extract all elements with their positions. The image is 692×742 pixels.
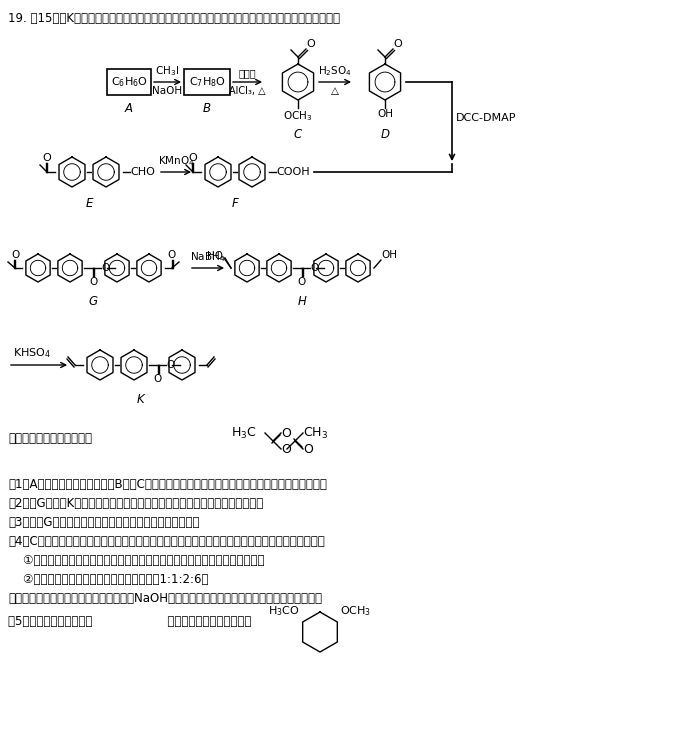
Text: E: E bbox=[85, 197, 93, 210]
Text: O: O bbox=[281, 442, 291, 456]
Text: O: O bbox=[11, 250, 19, 260]
Text: $\mathrm{C_7H_8O}$: $\mathrm{C_7H_8O}$ bbox=[188, 75, 226, 89]
Text: （2）由G转化为K的过程中，涉及的反应类型依次是＿＿＿＿＿、＿＿＿＿＿。: （2）由G转化为K的过程中，涉及的反应类型依次是＿＿＿＿＿、＿＿＿＿＿。 bbox=[8, 497, 263, 510]
Text: O: O bbox=[154, 374, 162, 384]
Text: 已知：乙酸酐的结构简式为: 已知：乙酸酐的结构简式为 bbox=[8, 432, 92, 445]
Text: $\mathrm{NaBH_4}$: $\mathrm{NaBH_4}$ bbox=[190, 250, 226, 264]
Text: D: D bbox=[381, 128, 390, 141]
Text: O: O bbox=[393, 39, 402, 49]
Text: C: C bbox=[294, 128, 302, 141]
Text: O: O bbox=[166, 360, 174, 370]
Text: $\mathrm{C_6H_6O}$: $\mathrm{C_6H_6O}$ bbox=[111, 75, 147, 89]
Text: O: O bbox=[189, 153, 197, 163]
Text: $\mathrm{H_3C}$: $\mathrm{H_3C}$ bbox=[231, 425, 257, 441]
Text: HO: HO bbox=[207, 251, 223, 261]
Text: ①能发生水解反应、银镜反应，水解产物之一能与氯化铁溶液发生显色反应。: ①能发生水解反应、银镜反应，水解产物之一能与氯化铁溶液发生显色反应。 bbox=[8, 554, 264, 567]
Text: B: B bbox=[203, 102, 211, 115]
Text: ②核磁共振氢谱有四组峰，峰的面积之比为1:1:2:6。: ②核磁共振氢谱有四组峰，峰的面积之比为1:1:2:6。 bbox=[8, 573, 208, 586]
Text: $\mathrm{OCH_3}$: $\mathrm{OCH_3}$ bbox=[340, 604, 372, 618]
Text: （3）物质G所含官能团的名称为＿＿＿＿＿、＿＿＿＿＿。: （3）物质G所含官能团的名称为＿＿＿＿＿、＿＿＿＿＿。 bbox=[8, 516, 199, 529]
Text: （5）设计以间二氯苯合成                    的路线（其他试剂任选）。: （5）设计以间二氯苯合成 的路线（其他试剂任选）。 bbox=[8, 615, 251, 628]
Bar bbox=[184, 69, 230, 95]
Text: $\mathrm{OCH_3}$: $\mathrm{OCH_3}$ bbox=[283, 109, 313, 122]
Text: A: A bbox=[125, 102, 133, 115]
Text: （1）A的名称为＿＿＿＿＿；由B生成C时会产生一种副产物，该副产物的结构简式为＿＿＿＿＿。: （1）A的名称为＿＿＿＿＿；由B生成C时会产生一种副产物，该副产物的结构简式为＿… bbox=[8, 478, 327, 491]
Text: $\mathrm{CH_3I}$: $\mathrm{CH_3I}$ bbox=[156, 65, 179, 78]
Text: OH: OH bbox=[381, 250, 397, 260]
Text: O: O bbox=[306, 39, 315, 49]
Text: $\mathrm{CH_3}$: $\mathrm{CH_3}$ bbox=[303, 425, 328, 441]
Text: O: O bbox=[43, 153, 51, 163]
Text: OH: OH bbox=[377, 109, 393, 119]
Text: 乙酸酐: 乙酸酐 bbox=[239, 68, 256, 78]
Bar bbox=[107, 69, 151, 95]
Text: DCC-DMAP: DCC-DMAP bbox=[456, 113, 516, 123]
Text: $\mathrm{KMnO_4}$: $\mathrm{KMnO_4}$ bbox=[158, 154, 194, 168]
Text: NaOH: NaOH bbox=[152, 86, 183, 96]
Text: 任选其中一种同分异构体，写出该物质在NaOH溶液中加热时发生反应的化学方程式＿＿＿＿＿。: 任选其中一种同分异构体，写出该物质在NaOH溶液中加热时发生反应的化学方程式＿＿… bbox=[8, 592, 322, 605]
Text: （4）C的芳香族同分异构体有多种，同时满足如下两个条件的结构简式为＿＿＿＿＿、＿＿＿＿＿。: （4）C的芳香族同分异构体有多种，同时满足如下两个条件的结构简式为＿＿＿＿＿、＿… bbox=[8, 535, 325, 548]
Text: O: O bbox=[298, 277, 306, 287]
Text: H: H bbox=[298, 295, 307, 308]
Text: 19. （15分）K是一种新型双官能团有机物，可用作液晶材料，其合成路线如图所示。回答下列问题：: 19. （15分）K是一种新型双官能团有机物，可用作液晶材料，其合成路线如图所示… bbox=[8, 12, 340, 25]
Text: CHO: CHO bbox=[130, 167, 155, 177]
Text: K: K bbox=[137, 393, 145, 406]
Text: $\mathrm{H_3CO}$: $\mathrm{H_3CO}$ bbox=[268, 604, 300, 618]
Text: $\mathrm{H_2SO_4}$: $\mathrm{H_2SO_4}$ bbox=[318, 65, 352, 78]
Text: O: O bbox=[89, 277, 97, 287]
Text: F: F bbox=[232, 197, 238, 210]
Text: AlCl₃, △: AlCl₃, △ bbox=[229, 86, 266, 96]
Text: G: G bbox=[89, 295, 98, 308]
Text: COOH: COOH bbox=[276, 167, 309, 177]
Text: O: O bbox=[168, 250, 176, 260]
Text: △: △ bbox=[331, 86, 339, 96]
Text: O: O bbox=[303, 442, 313, 456]
Text: $\mathrm{KHSO_4}$: $\mathrm{KHSO_4}$ bbox=[13, 347, 51, 360]
Text: O: O bbox=[281, 427, 291, 439]
Text: O: O bbox=[310, 263, 318, 273]
Text: O: O bbox=[101, 263, 109, 273]
